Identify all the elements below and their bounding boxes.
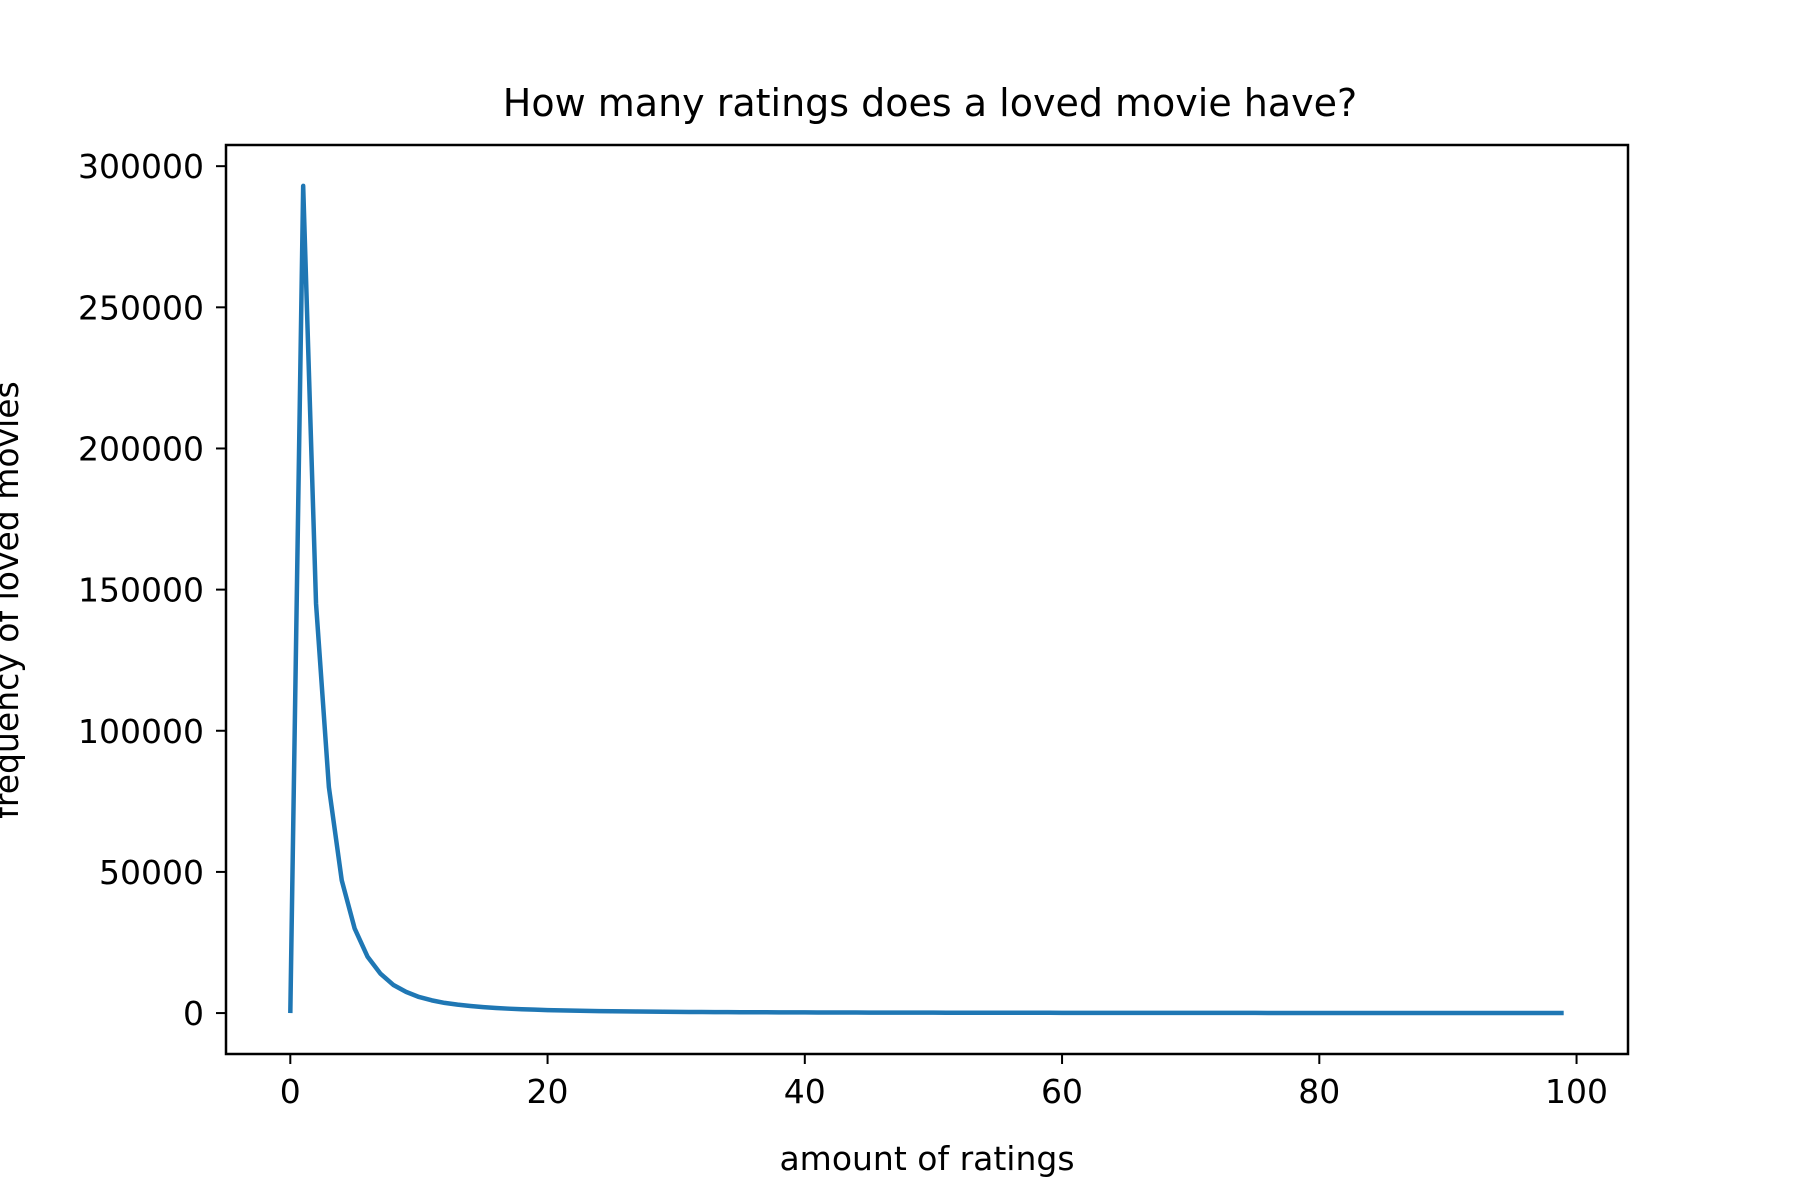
x-tick-label: 0 [280,1072,301,1111]
x-axis-label: amount of ratings [779,1139,1074,1178]
y-axis-label: frequency of loved movies [0,381,26,818]
axes-frame [224,143,1630,1056]
y-tick-label: 200000 [78,429,204,468]
x-axis: 0 20 40 60 80 100 [280,1054,1608,1111]
x-tick-label: 80 [1298,1072,1340,1111]
y-tick-label: 100000 [78,712,204,751]
y-tick-label: 0 [183,994,204,1033]
y-tick-label: 250000 [78,288,204,327]
x-tick-label: 60 [1041,1072,1083,1111]
y-tick-label: 150000 [78,571,204,610]
x-tick-label: 40 [784,1072,826,1111]
chart-title: How many ratings does a loved movie have… [503,81,1357,125]
plot-area [288,183,1564,1016]
x-tick-label: 20 [527,1072,569,1111]
x-tick-label: 100 [1545,1072,1608,1111]
y-tick-label: 300000 [78,147,204,186]
series-line [288,183,1564,1016]
y-axis: 0 50000 100000 150000 200000 250000 300000 [78,147,226,1033]
y-tick-label: 50000 [99,853,204,892]
